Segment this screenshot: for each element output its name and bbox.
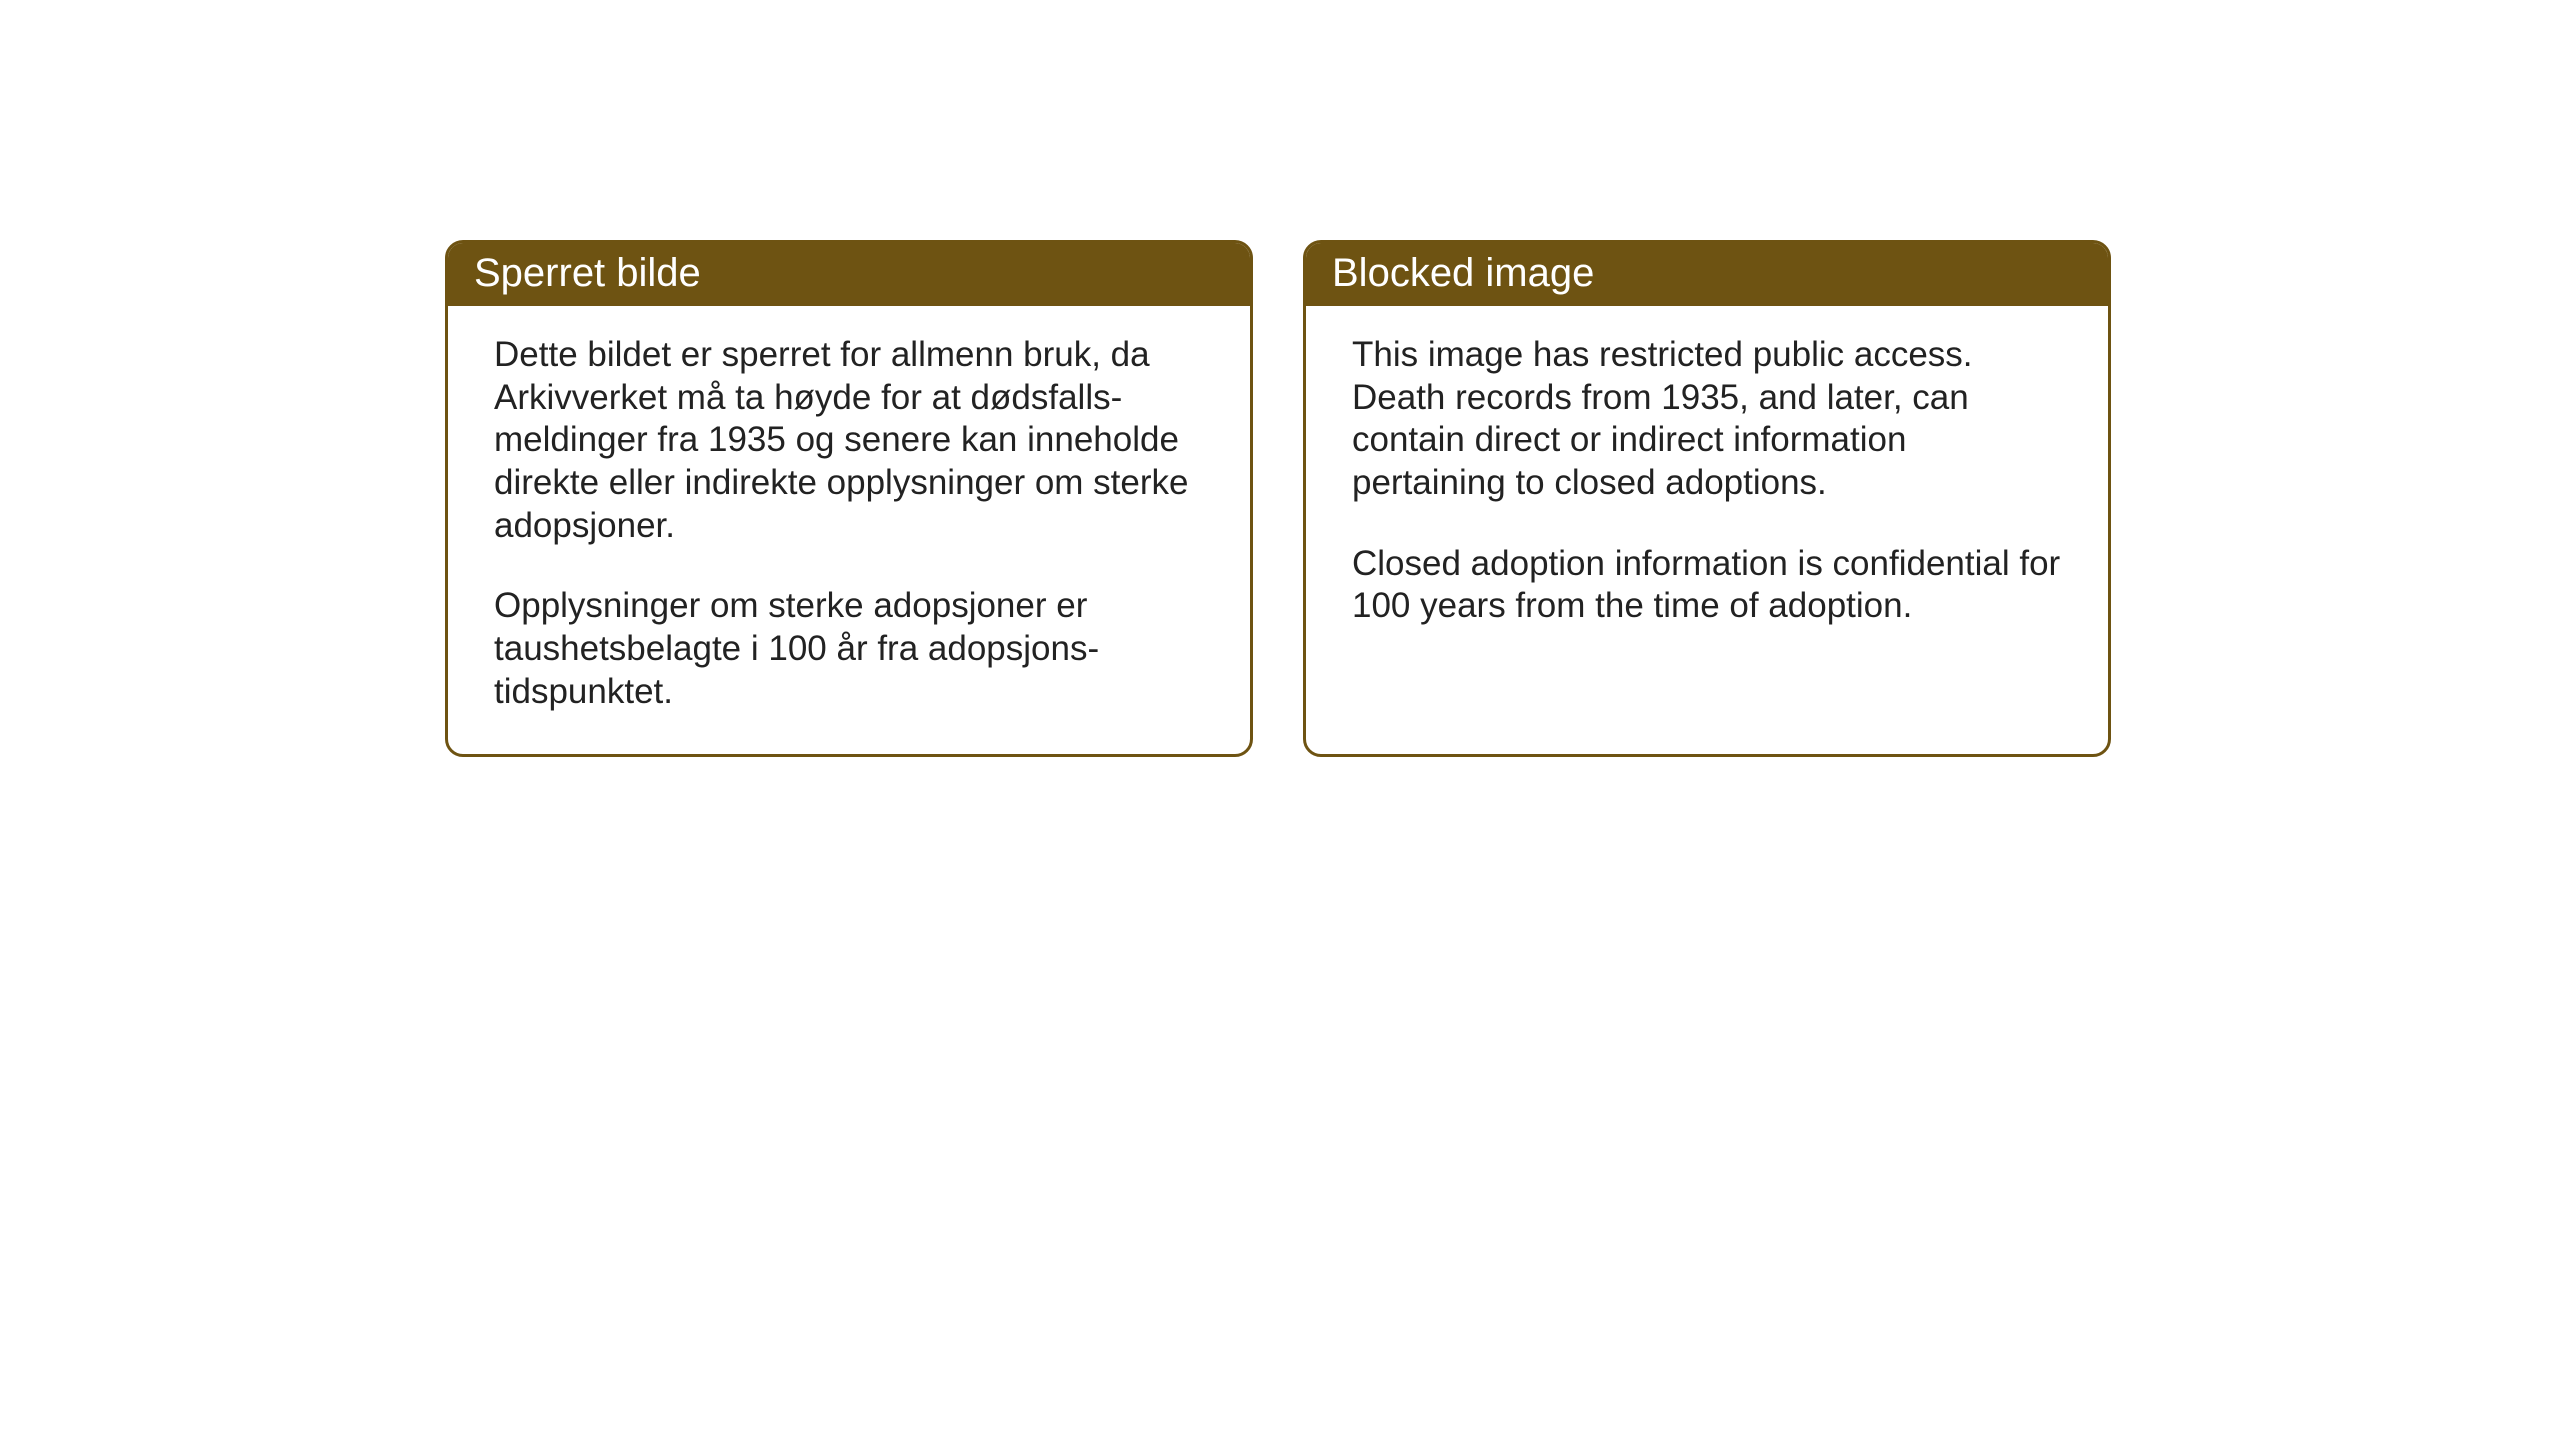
paragraph-2-norwegian: Opplysninger om sterke adopsjoner er tau…	[494, 585, 1204, 713]
paragraph-1-norwegian: Dette bildet er sperret for allmenn bruk…	[494, 334, 1204, 547]
card-norwegian: Sperret bilde Dette bildet er sperret fo…	[445, 240, 1253, 757]
card-header-norwegian: Sperret bilde	[448, 243, 1250, 306]
paragraph-1-english: This image has restricted public access.…	[1352, 334, 2062, 505]
card-body-english: This image has restricted public access.…	[1306, 306, 2108, 746]
paragraph-2-english: Closed adoption information is confident…	[1352, 543, 2062, 628]
card-english: Blocked image This image has restricted …	[1303, 240, 2111, 757]
cards-container: Sperret bilde Dette bildet er sperret fo…	[445, 240, 2111, 757]
card-body-norwegian: Dette bildet er sperret for allmenn bruk…	[448, 306, 1250, 754]
card-header-english: Blocked image	[1306, 243, 2108, 306]
